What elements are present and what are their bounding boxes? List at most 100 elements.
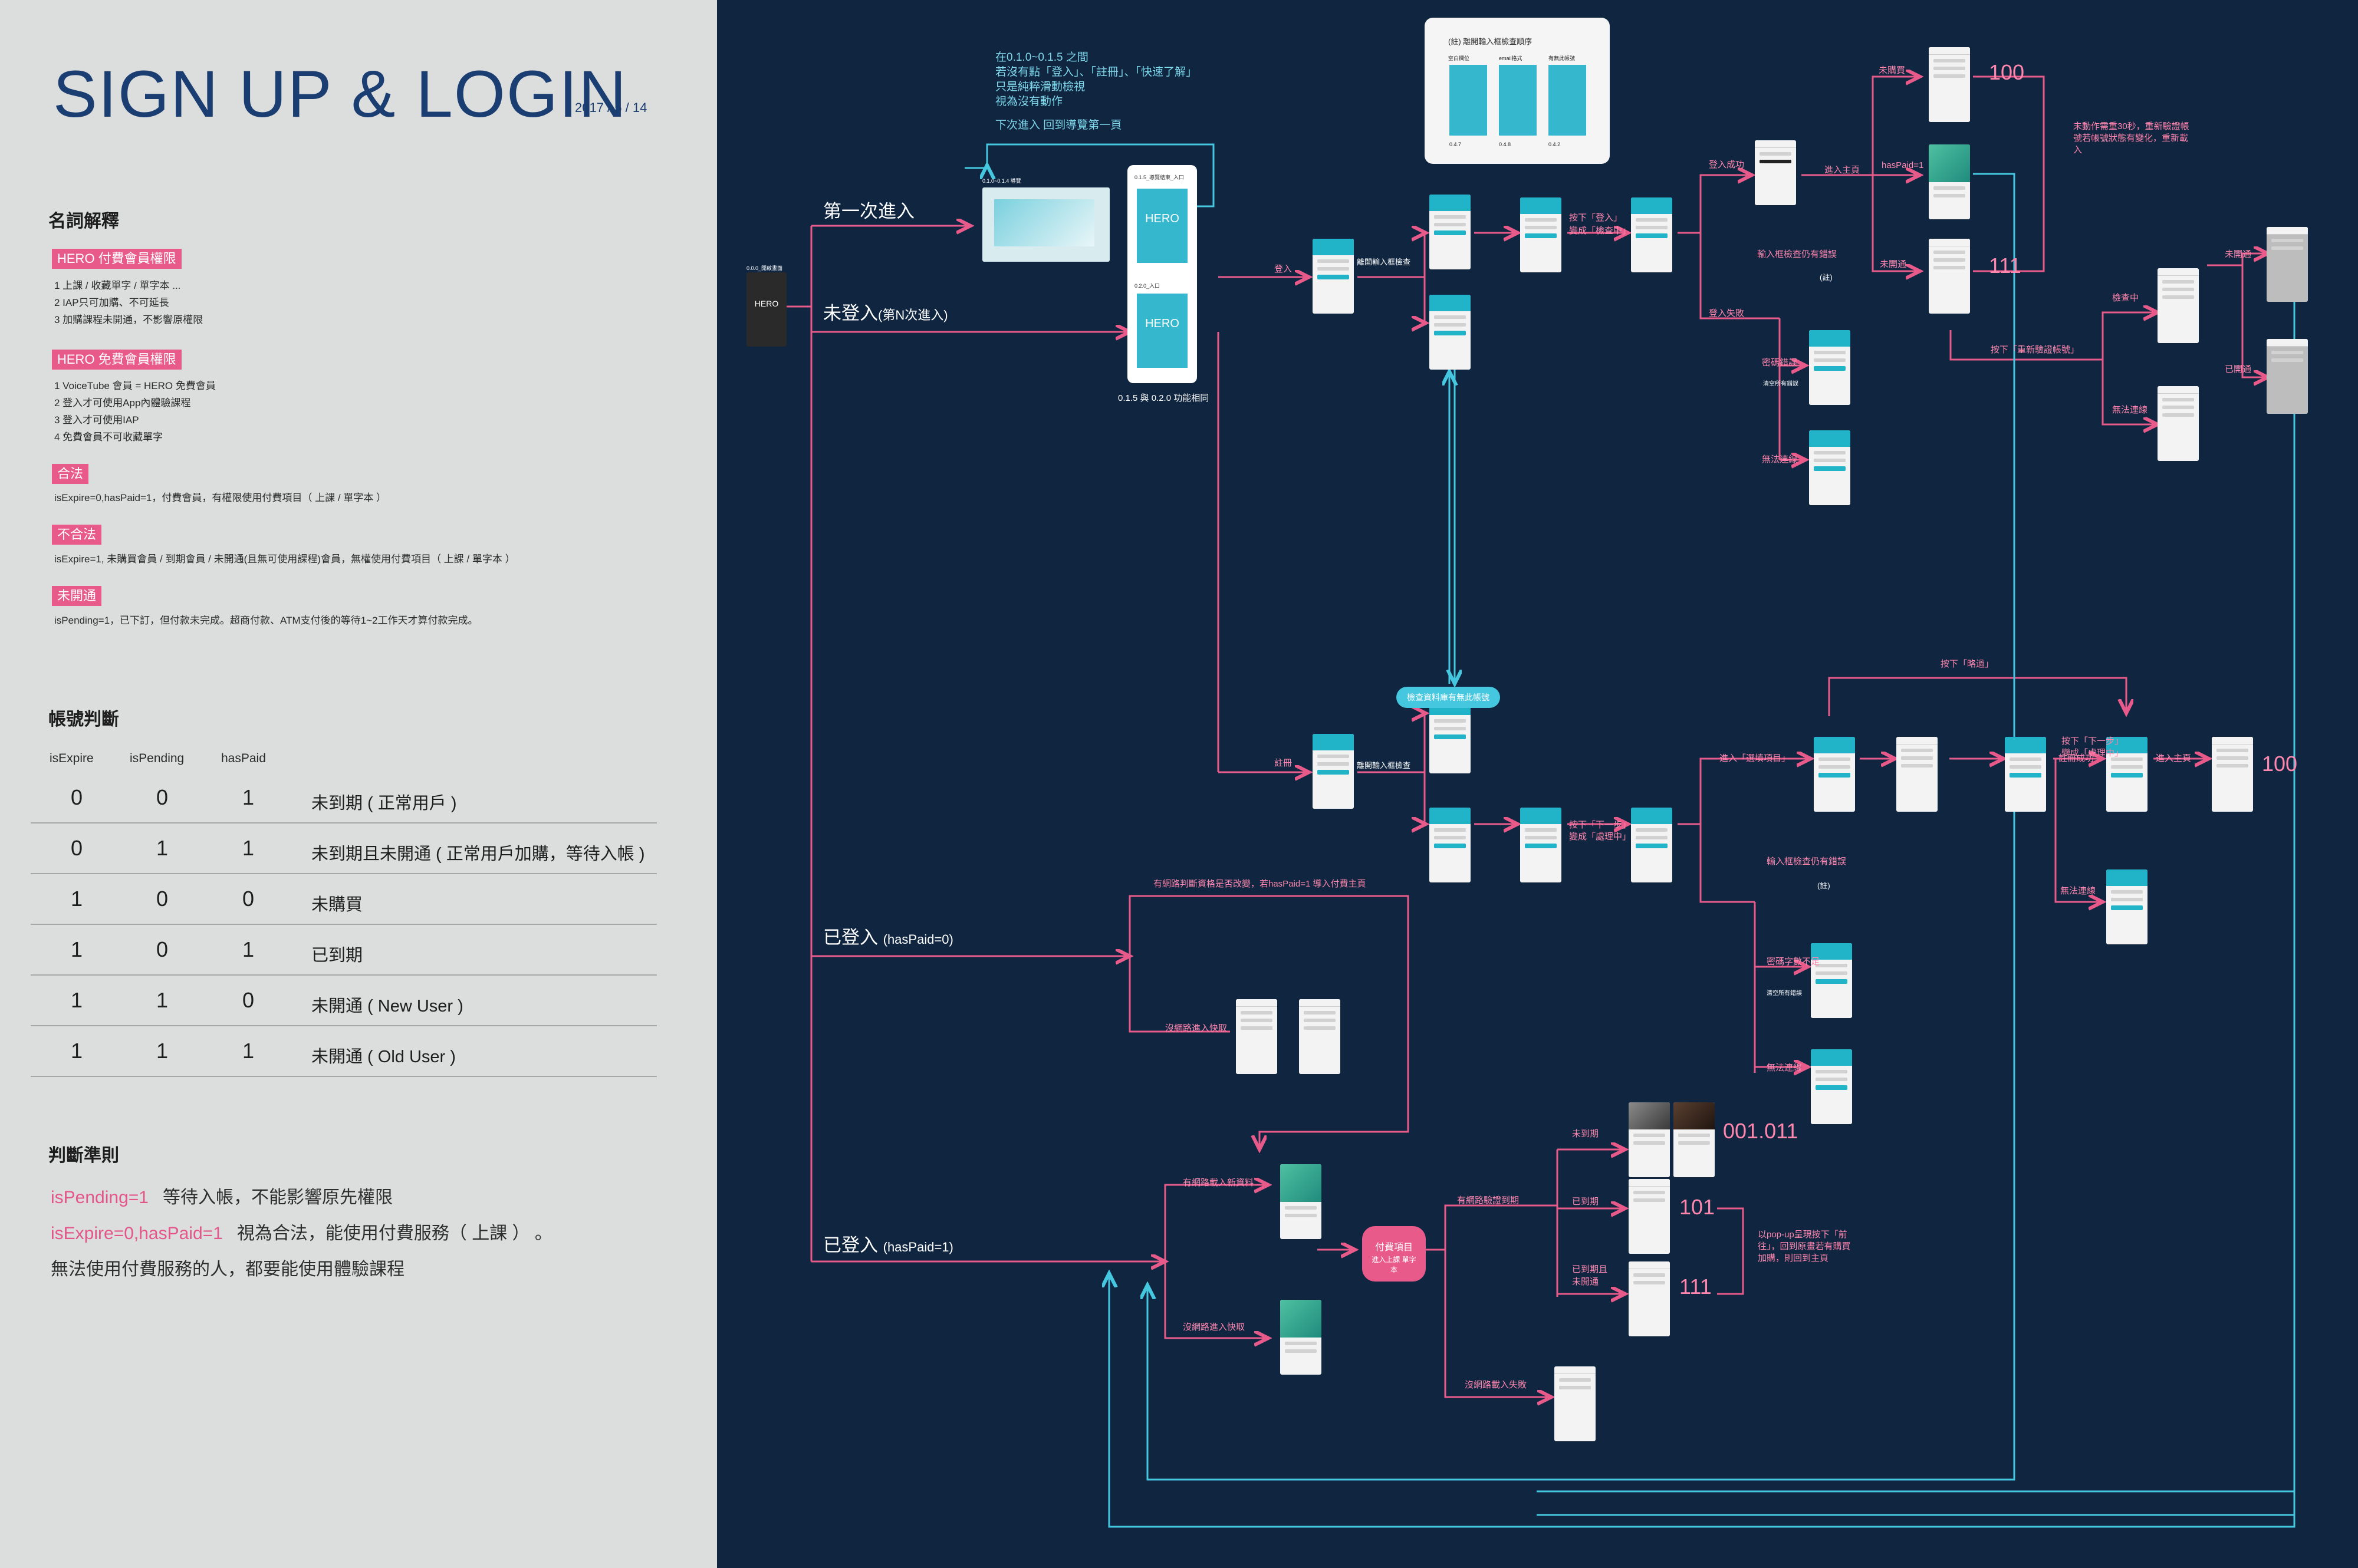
lbl-popup-note: 以pop-up呈現按下「前往」，回到原畫若有購買加購，則回到主頁 [1758, 1230, 1851, 1263]
screen-expired-pending [1629, 1261, 1670, 1336]
cell-ispending: 0 [156, 785, 169, 809]
illegal-desc: isExpire=1, 未購買會員 / 到期會員 / 未開通(且無可使用課程)會… [54, 554, 515, 565]
hero-logo-2: HERO [1145, 317, 1179, 330]
lbl-not-bought: 未購買 [1879, 65, 1906, 75]
nav-label: 0.1.0~0.1.4 導覽 [982, 178, 1021, 184]
num-101: 101 [1679, 1195, 1715, 1219]
screen-wordbook [1673, 1102, 1715, 1177]
check-id-2: 0.4.8 [1499, 141, 1511, 147]
lbl-no-network: 無法連線 [1762, 454, 1798, 465]
entry-screen-1: HERO [1137, 189, 1188, 263]
cell-haspaid: 0 [242, 887, 255, 911]
page-title: SIGN UP & LOGIN [53, 57, 627, 131]
table-row: 1 1 0 未開通 ( New User ) [31, 975, 657, 1026]
lbl-still-not: 未開通 [2225, 249, 2252, 259]
paid-item-title: 付費項目 [1374, 1243, 1413, 1253]
check-screen-2 [1499, 65, 1537, 136]
account-heading: 帳號判斷 [48, 710, 119, 729]
lbl-expired-pending: 已到期且未開通 [1572, 1264, 1608, 1287]
lbl-expired: 已到期 [1572, 1197, 1599, 1207]
lbl-login: 登入 [1274, 264, 1293, 274]
lbl-still-err: 輸入框檢查仍有錯誤 [1757, 249, 1837, 259]
illegal-tag: 不合法 [52, 525, 102, 545]
lbl-login-success: 登入成功 [1709, 160, 1745, 170]
splash-screen: HERO [746, 272, 787, 347]
cell-isexpire: 1 [70, 887, 83, 911]
cell-desc: 未到期 ( 正常用戶 ) [311, 794, 457, 813]
free-item: 4 免費會員不可收藏單字 [54, 431, 163, 443]
lbl-leave-check-2: 離開輸入框檢查 [1357, 761, 1411, 770]
legal-tag: 合法 [52, 464, 89, 484]
entry-card: 0.1.5_導覽結束_入口 HERO 0.2.0_入口 HERO [1127, 165, 1197, 383]
lbl-press-login: 按下「登入」 [1569, 213, 1623, 223]
paid-member-tag: HERO 付費會員權限 [52, 249, 182, 269]
cell-desc: 未開通 ( Old User ) [311, 1047, 456, 1066]
screen-login-noaccount [1429, 295, 1471, 370]
lbl-still-err-2: 輸入框檢查仍有錯誤 [1767, 857, 1847, 867]
lbl-checking: 檢查中 [2112, 293, 2139, 303]
lbl-not-opened: 未開通 [1880, 259, 1907, 269]
screen-signup-input [1520, 808, 1561, 882]
check-col-1: 空白欄位 [1448, 55, 1470, 61]
lbl-online-verify: 有網路驗證到期 [1457, 1195, 1520, 1205]
cell-haspaid: 1 [242, 1039, 255, 1063]
legend-panel: SIGN UP & LOGIN 2017 / 5 / 14 名詞解釋 HERO … [0, 0, 717, 1568]
col-isexpire: isExpire [50, 752, 94, 765]
paid-item: 3 加購課程未開通，不影響原權限 [54, 314, 203, 325]
lbl-nonetwork2: 無法連線 [2112, 405, 2148, 415]
lbl-empty-pw-2: 清空所有錯誤 [1767, 990, 1802, 997]
screen-signup-exists [1429, 699, 1471, 773]
check-col-3: 有無此帳號 [1548, 55, 1576, 61]
rule-2-text: 視為合法，能使用付費服務（ 上課 ） 。 [236, 1224, 552, 1243]
legal-desc: isExpire=0,hasPaid=1，付費會員，有權限使用付費項目（ 上課 … [54, 492, 386, 503]
num-111-2: 111 [1679, 1274, 1712, 1299]
cell-ispending: 1 [156, 836, 169, 860]
cell-haspaid: 1 [242, 836, 255, 860]
note-top-6: 下次進入 回到導覽第一頁 [995, 119, 1122, 131]
same-fn-note: 0.1.5 與 0.2.0 功能相同 [1118, 393, 1209, 403]
cell-haspaid: 1 [242, 785, 255, 809]
screen-optional-birth [1896, 737, 1938, 812]
rule-2: isExpire=0,hasPaid=1 視為合法，能使用付費服務（ 上課 ） 。 [51, 1218, 552, 1244]
pending-desc: isPending=1，已下訂，但付款未完成。超商付款、ATM支付後的等待1~2… [54, 615, 478, 626]
lbl-activated: 已開通 [2225, 364, 2252, 374]
pending-tag: 未開通 [52, 586, 102, 606]
lbl-pw-short: 密碼字數不足 [1767, 957, 1820, 967]
lbl-enter-item: 進入「選填項目」 [1719, 753, 1791, 763]
screen-verify-fail [2267, 227, 2308, 302]
cell-isexpire: 0 [70, 785, 83, 809]
nav2-label: 0.1.5_導覽結束_入口 [1134, 174, 1185, 180]
entry-not-logged-label: 未登入 [823, 303, 878, 324]
screen-no-network [1809, 430, 1850, 505]
lbl-press-next: 按下「下一步」 [1569, 820, 1632, 830]
entry-not-logged: 未登入(第N次進入) [823, 298, 948, 325]
lbl-press-next-2: 按下「下一步」 [2061, 736, 2124, 746]
cell-desc: 未到期且未開通 ( 正常用戶加購，等待入帳 ) [311, 845, 645, 864]
nav-illustration [994, 199, 1094, 246]
lbl-to-processing: 變成「處理中」 [1569, 832, 1632, 842]
entry-logged1: 已登入 (hasPaid=1) [823, 1230, 953, 1257]
lbl-offline-cache: 沒網路進入快取 [1183, 1322, 1245, 1332]
lbl-leave-check-1: 離開輸入框檢查 [1357, 258, 1411, 266]
lbl-offline-fail: 沒網路載入失敗 [1465, 1380, 1527, 1390]
check-order-title: (註) 離開輸入框檢查順序 [1448, 37, 1532, 46]
screen-course-buy [1629, 1102, 1670, 1177]
paid-item-sub: 進入上課 單字本 [1372, 1256, 1416, 1274]
paid-item-node: 付費項目 進入上課 單字本 [1362, 1226, 1426, 1282]
check-db-pill: 檢查資料庫有無此帳號 [1396, 687, 1500, 708]
note-top-2: 若沒有點「登入」、「註冊」、「快速了解」 [995, 66, 1198, 78]
cell-desc: 未開通 ( New User ) [311, 997, 463, 1016]
check-id-1: 0.4.7 [1449, 141, 1462, 147]
cell-ispending: 0 [156, 887, 169, 911]
entry-not-logged-sub: (第N次進入) [878, 308, 948, 322]
screen-login-press [1631, 197, 1672, 272]
screen-register-ok [2106, 737, 2147, 812]
screen-not-opened [1929, 239, 1970, 314]
lbl-signup: 註冊 [1274, 758, 1293, 768]
rule-2-key: isExpire=0,hasPaid=1 [51, 1224, 223, 1243]
table-row: 1 1 1 未開通 ( Old User ) [31, 1026, 657, 1077]
check-screen-1 [1449, 65, 1487, 136]
free-item: 2 登入才可使用App內體驗課程 [54, 397, 191, 409]
lbl-press-skip: 按下「略過」 [1941, 659, 1994, 669]
lbl-wrong-pw: 密碼錯誤 [1762, 358, 1798, 368]
